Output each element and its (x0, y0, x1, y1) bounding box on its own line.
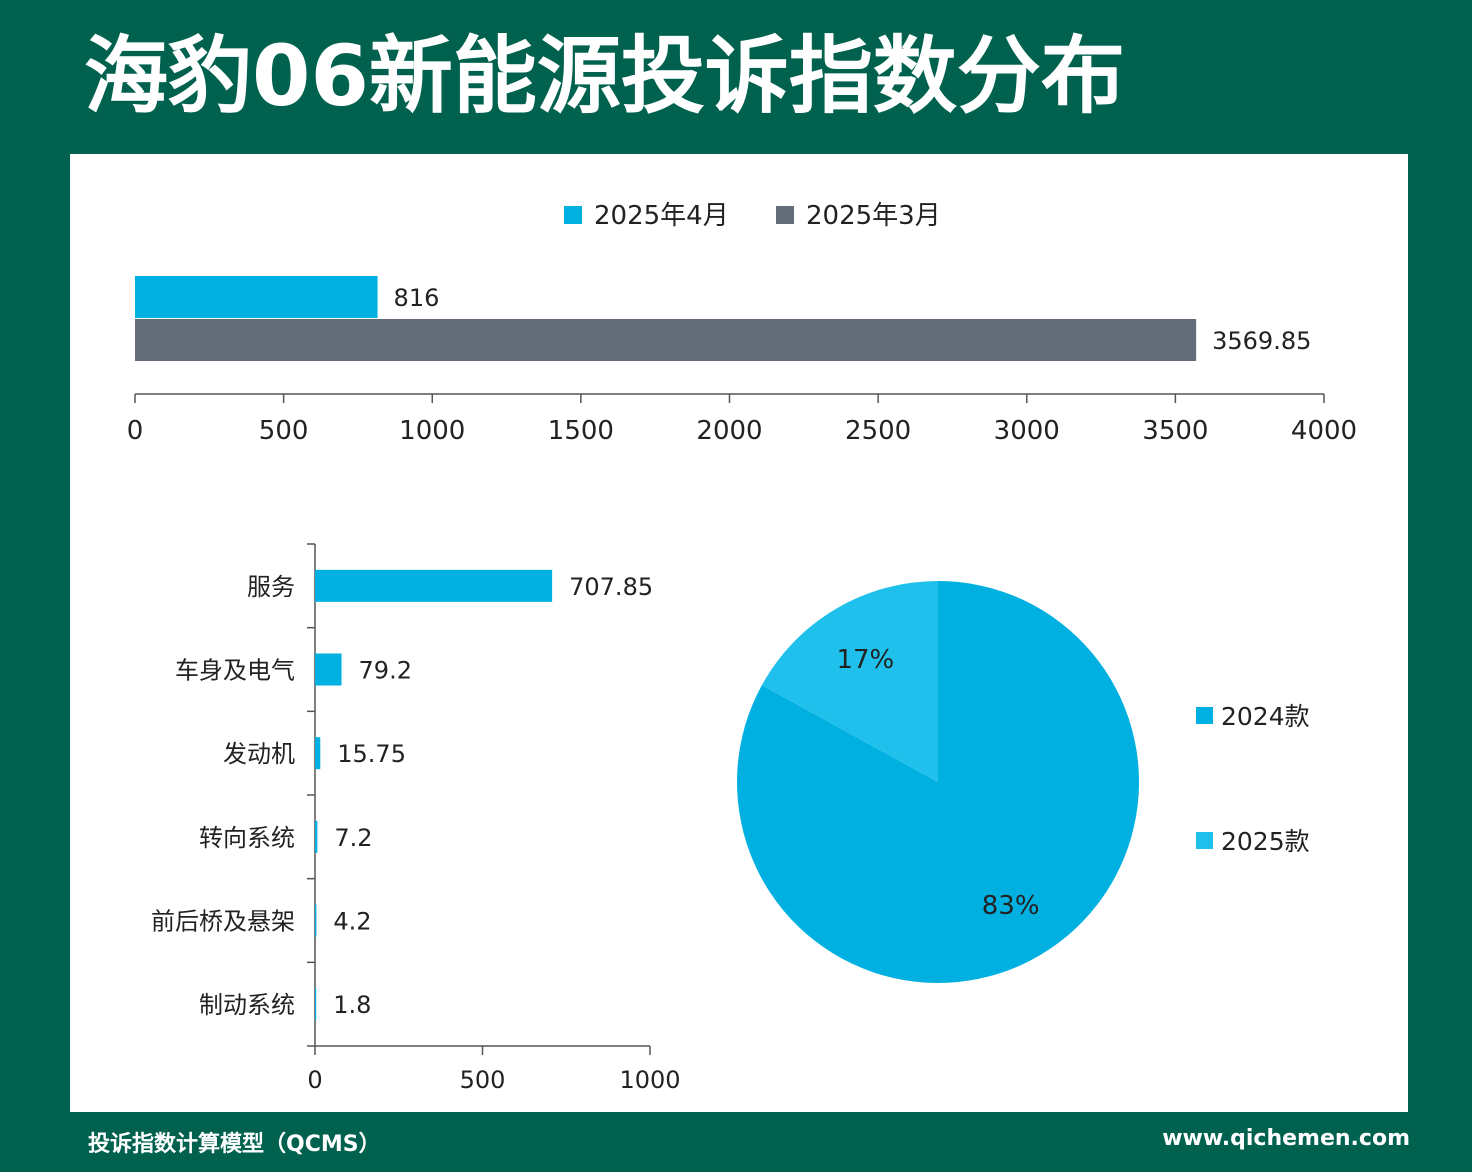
page-title: 海豹06新能源投诉指数分布 (84, 27, 1125, 125)
month-x-tick-label-8: 4000 (1291, 416, 1357, 446)
month-bar-value-2: 3569.85 (1212, 327, 1311, 355)
month-bar-value-1: 816 (394, 284, 440, 312)
pie-legend-label-1: 2024款 (1221, 702, 1310, 731)
category-bar-6 (315, 988, 317, 1021)
category-x-tick-label-2: 1000 (619, 1066, 680, 1094)
month-x-tick-label-4: 2000 (696, 416, 762, 446)
month-x-tick-label-6: 3000 (994, 416, 1060, 446)
pie-legend-label-2: 2025款 (1221, 827, 1310, 856)
category-value-1: 707.85 (569, 573, 653, 601)
month-x-tick-label-3: 1500 (548, 416, 614, 446)
month-x-tick-label-7: 3500 (1142, 416, 1208, 446)
category-label-6: 制动系统 (199, 991, 295, 1019)
pie-label-2: 17% (836, 645, 894, 675)
category-x-tick-label-0: 0 (307, 1066, 322, 1094)
category-value-6: 1.8 (333, 991, 371, 1019)
month-bar-2 (135, 319, 1197, 361)
category-label-2: 车身及电气 (175, 657, 295, 685)
footer-model-label: 投诉指数计算模型（QCMS） (88, 1132, 381, 1157)
pie-legend-swatch-1 (1196, 707, 1213, 724)
month-x-tick-label-1: 500 (259, 416, 309, 446)
category-value-4: 7.2 (334, 824, 372, 852)
category-label-4: 转向系统 (199, 824, 295, 852)
chart-panel: 2025年4月 2025年3月 816 3569.85 0 500 1000 1500 2000… (70, 154, 1408, 1112)
category-bar-5 (315, 904, 317, 937)
category-value-5: 4.2 (333, 908, 371, 936)
pie-legend-swatch-2 (1196, 832, 1213, 849)
month-x-tick-label-5: 2500 (845, 416, 911, 446)
legend-swatch-2 (776, 206, 794, 224)
month-x-tick-label-2: 1000 (399, 416, 465, 446)
charts-canvas: 2025年4月 2025年3月 816 3569.85 0 500 1000 1500 2000… (127, 201, 1357, 1094)
category-bar-1 (315, 569, 553, 602)
category-label-5: 前后桥及悬架 (151, 908, 295, 936)
month-bar-1 (135, 276, 378, 318)
legend-swatch-1 (564, 206, 582, 224)
category-bar-3 (315, 737, 321, 770)
pie-slice-2 (761, 581, 938, 782)
pie-slice-1 (737, 581, 1140, 983)
month-x-tick-label-0: 0 (127, 416, 144, 446)
category-label-3: 发动机 (223, 740, 295, 768)
legend-label-2: 2025年3月 (806, 201, 941, 231)
category-bar-4 (315, 820, 318, 853)
category-x-tick-label-1: 500 (460, 1066, 506, 1094)
footer-website: www.qichemen.com (1162, 1126, 1410, 1151)
category-value-3: 15.75 (337, 740, 406, 768)
category-label-1: 服务 (247, 573, 295, 601)
category-value-2: 79.2 (359, 657, 412, 685)
category-bar-2 (315, 653, 342, 686)
pie-label-1: 83% (982, 891, 1040, 921)
legend-label-1: 2025年4月 (594, 201, 729, 231)
